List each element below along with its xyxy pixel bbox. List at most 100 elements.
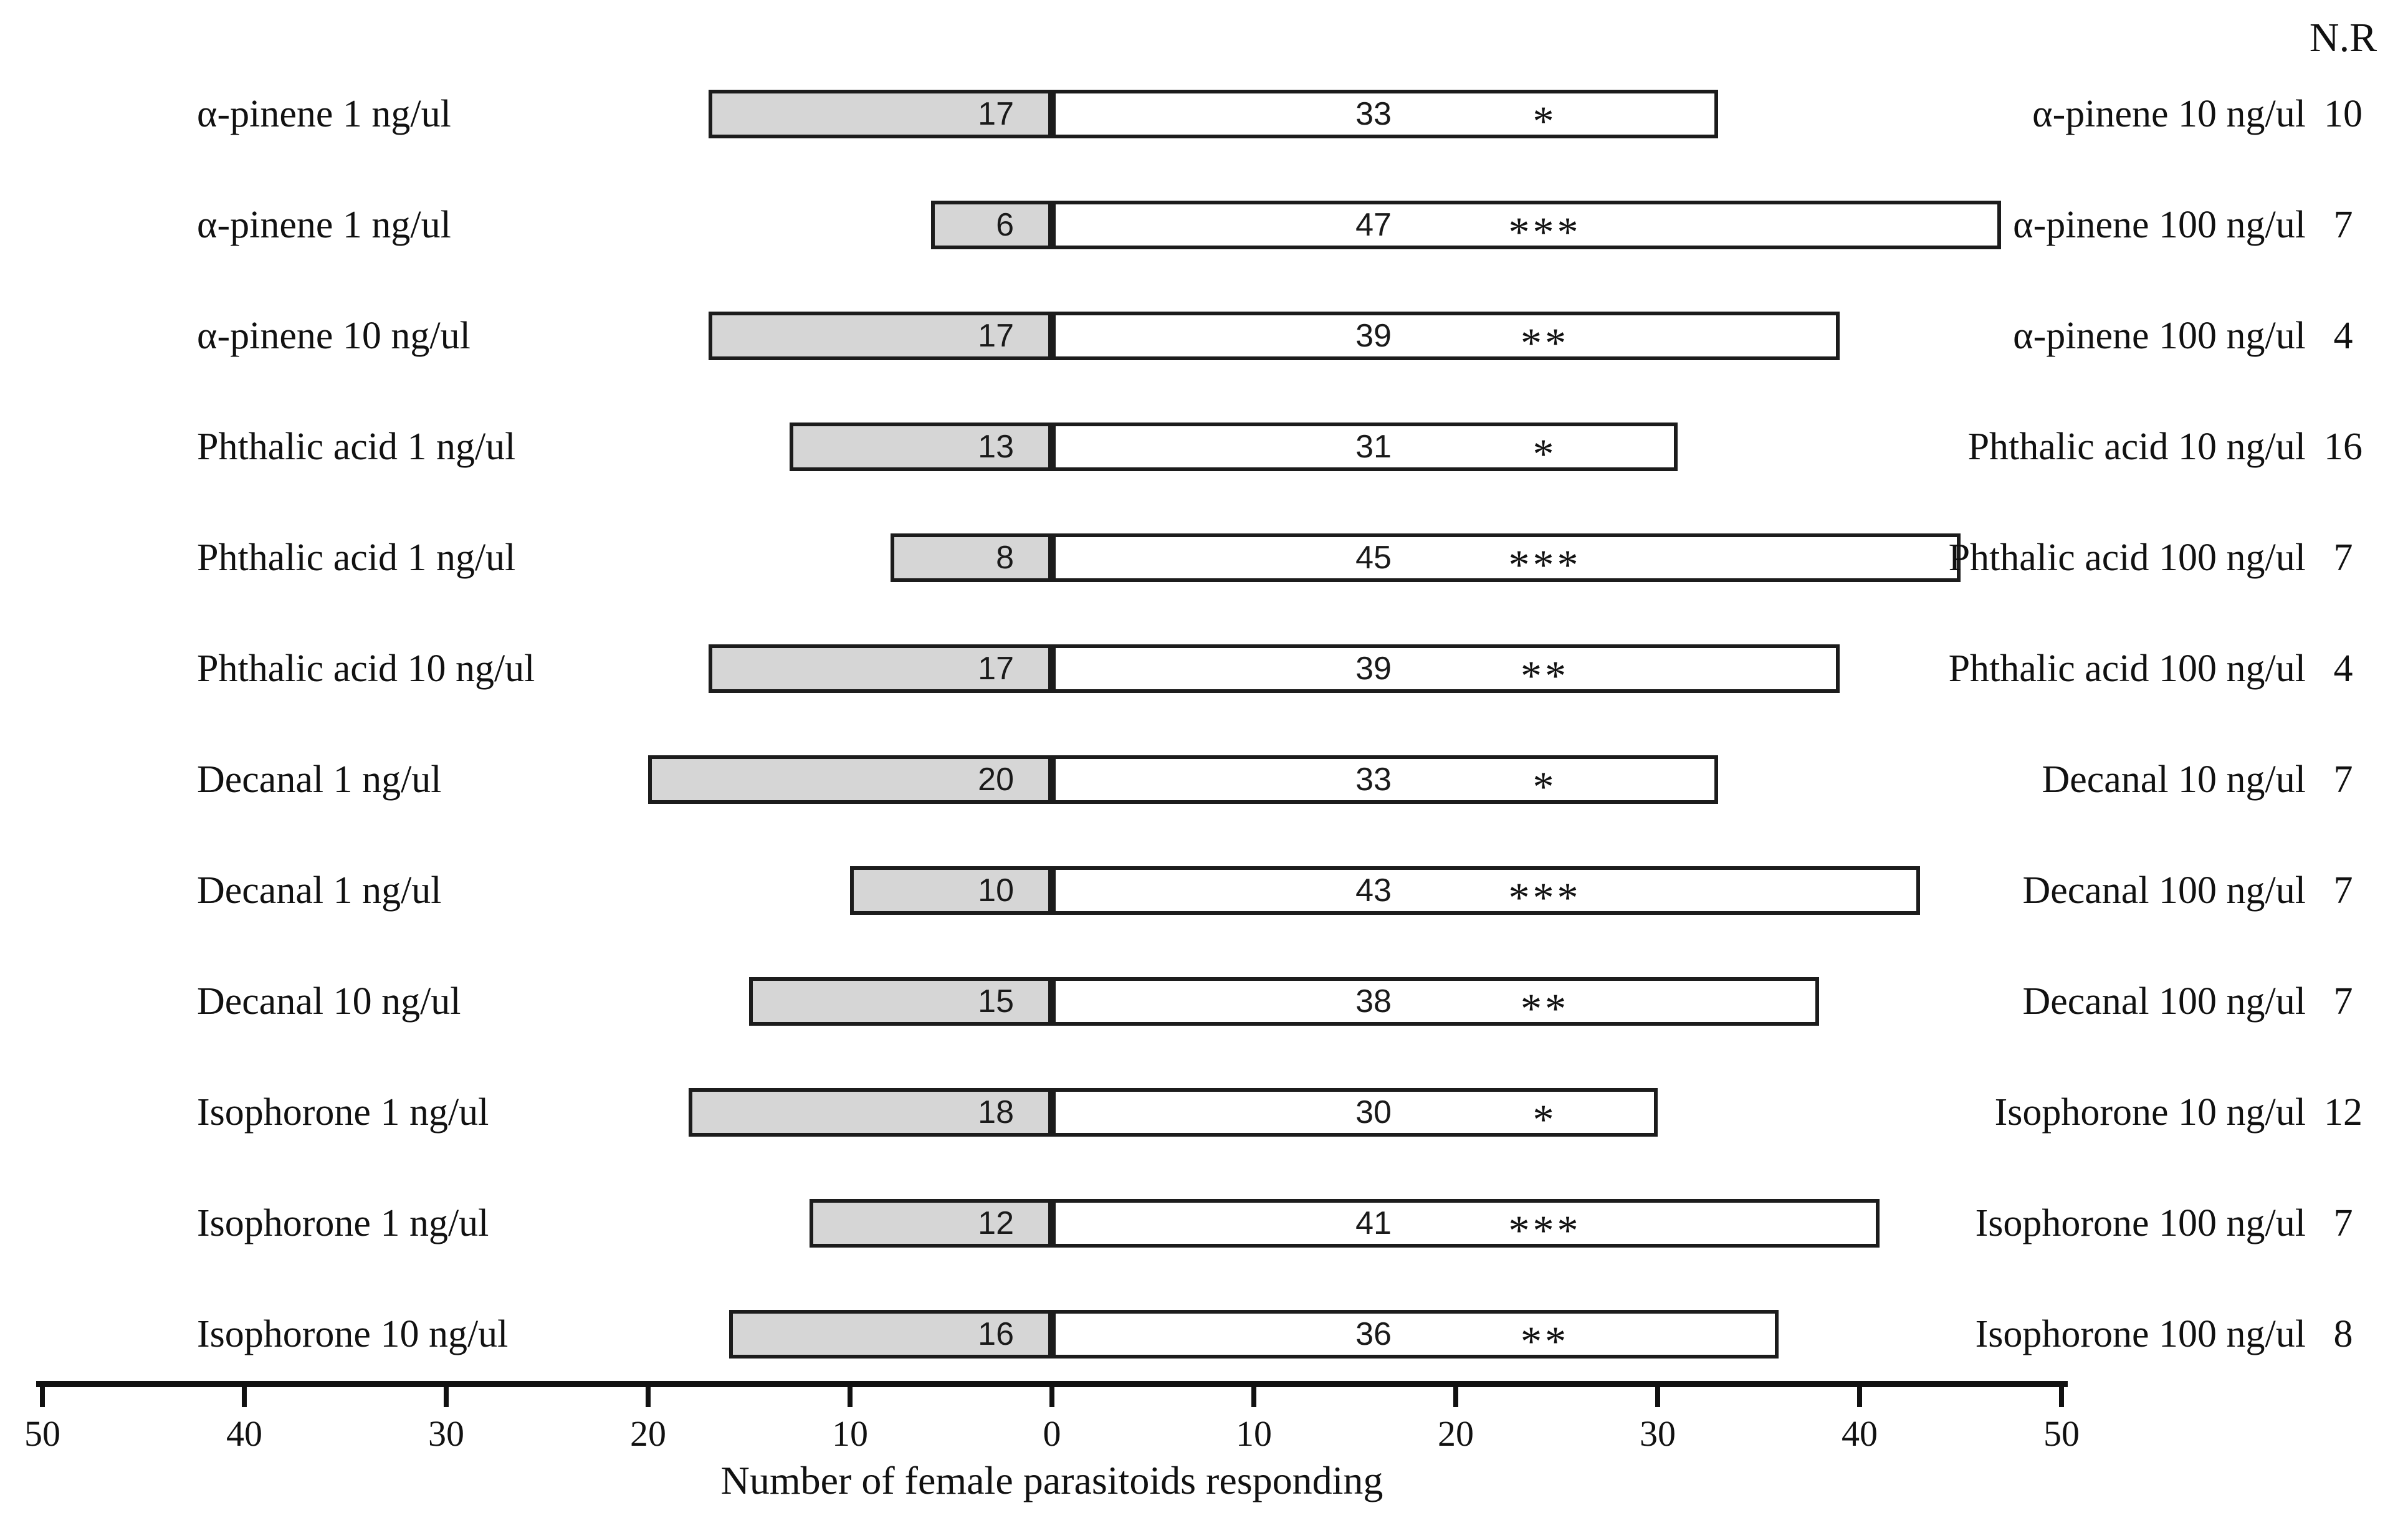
gray-bar-value: 17 bbox=[978, 651, 1014, 687]
x-axis-tick-label: 10 bbox=[1236, 1413, 1272, 1454]
white-bar: 33 * bbox=[1052, 755, 1718, 808]
nr-value: 4 bbox=[2333, 647, 2353, 690]
gray-bar: 16 bbox=[729, 1310, 1052, 1358]
nr-value: 16 bbox=[2324, 426, 2363, 468]
white-bar-value: 36 bbox=[1355, 1316, 1392, 1352]
significance-stars: * bbox=[1532, 97, 1557, 145]
x-axis-tick-label: 20 bbox=[630, 1413, 666, 1454]
white-bar-value: 38 bbox=[1355, 983, 1392, 1019]
gray-bar: 17 bbox=[709, 312, 1052, 360]
gray-bar-value: 15 bbox=[978, 983, 1014, 1019]
row-right-label: Decanal 100 ng/ul bbox=[2022, 869, 2306, 912]
nr-value: 7 bbox=[2333, 980, 2353, 1023]
row-left-label: Phthalic acid 1 ng/ul bbox=[197, 537, 516, 579]
x-axis-tick bbox=[1655, 1381, 1660, 1407]
x-axis-tick bbox=[40, 1381, 45, 1407]
gray-bar: 20 bbox=[648, 755, 1052, 804]
white-bar: 31 * bbox=[1052, 423, 1678, 475]
white-bar-value: 31 bbox=[1355, 429, 1392, 465]
gray-bar-value: 20 bbox=[978, 762, 1014, 798]
nr-value: 12 bbox=[2324, 1091, 2363, 1134]
significance-stars: * bbox=[1532, 429, 1557, 477]
gray-bar: 15 bbox=[749, 977, 1052, 1026]
gray-bar-value: 18 bbox=[978, 1094, 1014, 1130]
significance-stars: ** bbox=[1521, 984, 1569, 1032]
white-bar: 41 *** bbox=[1052, 1199, 1880, 1254]
row-right-label: Phthalic acid 100 ng/ul bbox=[1948, 537, 2306, 579]
gray-bar: 17 bbox=[709, 90, 1052, 138]
x-axis-tick-label: 10 bbox=[832, 1413, 868, 1454]
row-left-label: Phthalic acid 10 ng/ul bbox=[197, 647, 535, 690]
row-left-label: Decanal 1 ng/ul bbox=[197, 758, 442, 801]
white-bar-value: 45 bbox=[1355, 540, 1392, 576]
gray-bar-value: 17 bbox=[978, 318, 1014, 354]
x-axis-tick bbox=[444, 1381, 449, 1407]
x-axis-tick bbox=[848, 1381, 853, 1407]
row-right-label: Decanal 100 ng/ul bbox=[2022, 980, 2306, 1023]
x-axis-tick-label: 50 bbox=[2043, 1413, 2080, 1454]
significance-stars: ** bbox=[1521, 318, 1569, 366]
gray-bar-value: 17 bbox=[978, 96, 1014, 132]
x-axis-tick-label: 0 bbox=[1043, 1413, 1061, 1454]
nr-value: 7 bbox=[2333, 758, 2353, 801]
white-bar-value: 33 bbox=[1355, 762, 1392, 798]
row-right-label: Isophorone 100 ng/ul bbox=[1975, 1202, 2306, 1244]
significance-stars: * bbox=[1532, 1095, 1557, 1143]
row-left-label: Decanal 10 ng/ul bbox=[197, 980, 461, 1023]
x-axis-tick-label: 20 bbox=[1438, 1413, 1474, 1454]
nr-value: 4 bbox=[2333, 315, 2353, 357]
white-bar-value: 41 bbox=[1355, 1205, 1392, 1241]
row-left-label: Phthalic acid 1 ng/ul bbox=[197, 426, 516, 468]
white-bar-value: 39 bbox=[1355, 651, 1392, 687]
row-left-label: Isophorone 10 ng/ul bbox=[197, 1313, 509, 1355]
white-bar: 39 ** bbox=[1052, 644, 1840, 697]
row-right-label: α-pinene 100 ng/ul bbox=[2013, 315, 2306, 357]
x-axis-tick bbox=[1251, 1381, 1256, 1407]
row-right-label: α-pinene 100 ng/ul bbox=[2013, 204, 2306, 246]
nr-value: 7 bbox=[2333, 204, 2353, 246]
nr-value: 7 bbox=[2333, 1202, 2353, 1244]
significance-stars: *** bbox=[1508, 208, 1582, 255]
gray-bar: 17 bbox=[709, 644, 1052, 693]
row-left-label: Isophorone 1 ng/ul bbox=[197, 1202, 489, 1244]
significance-stars: *** bbox=[1508, 1206, 1582, 1254]
row-right-label: Phthalic acid 10 ng/ul bbox=[1967, 426, 2306, 468]
significance-stars: * bbox=[1532, 762, 1557, 810]
row-right-label: α-pinene 10 ng/ul bbox=[2032, 93, 2306, 135]
nr-value: 7 bbox=[2333, 869, 2353, 912]
white-bar: 45 *** bbox=[1052, 533, 1961, 586]
white-bar-value: 47 bbox=[1355, 207, 1392, 243]
gray-bar-value: 8 bbox=[996, 540, 1014, 576]
x-axis-tick bbox=[1857, 1381, 1862, 1407]
significance-stars: *** bbox=[1508, 873, 1582, 921]
white-bar: 30 * bbox=[1052, 1088, 1658, 1143]
gray-bar: 12 bbox=[810, 1199, 1052, 1248]
gray-bar: 18 bbox=[689, 1088, 1052, 1137]
nr-column-header: N.R bbox=[2309, 15, 2377, 60]
gray-bar-value: 16 bbox=[978, 1316, 1014, 1352]
gray-bar: 6 bbox=[931, 201, 1052, 249]
x-axis-tick bbox=[242, 1381, 247, 1407]
x-axis-tick-label: 40 bbox=[226, 1413, 262, 1454]
white-bar: 39 ** bbox=[1052, 312, 1840, 364]
row-left-label: α-pinene 1 ng/ul bbox=[197, 93, 451, 135]
x-axis-tick-label: 40 bbox=[1842, 1413, 1878, 1454]
gray-bar-value: 6 bbox=[996, 207, 1014, 243]
significance-stars: ** bbox=[1521, 651, 1569, 699]
significance-stars: *** bbox=[1508, 540, 1582, 588]
nr-value: 7 bbox=[2333, 537, 2353, 579]
gray-bar: 10 bbox=[850, 866, 1052, 915]
x-axis-tick bbox=[2059, 1381, 2064, 1407]
row-left-label: Isophorone 1 ng/ul bbox=[197, 1091, 489, 1134]
x-axis-tick bbox=[646, 1381, 651, 1407]
white-bar: 47 *** bbox=[1052, 201, 2001, 253]
row-right-label: Isophorone 10 ng/ul bbox=[1994, 1091, 2306, 1134]
white-bar-value: 30 bbox=[1355, 1094, 1392, 1130]
row-right-label: Decanal 10 ng/ul bbox=[2042, 758, 2306, 801]
row-left-label: Decanal 1 ng/ul bbox=[197, 869, 442, 912]
gray-bar-value: 13 bbox=[978, 429, 1014, 465]
white-bar-value: 43 bbox=[1355, 872, 1392, 909]
x-axis-tick-label: 50 bbox=[24, 1413, 60, 1454]
gray-bar: 8 bbox=[891, 533, 1052, 582]
